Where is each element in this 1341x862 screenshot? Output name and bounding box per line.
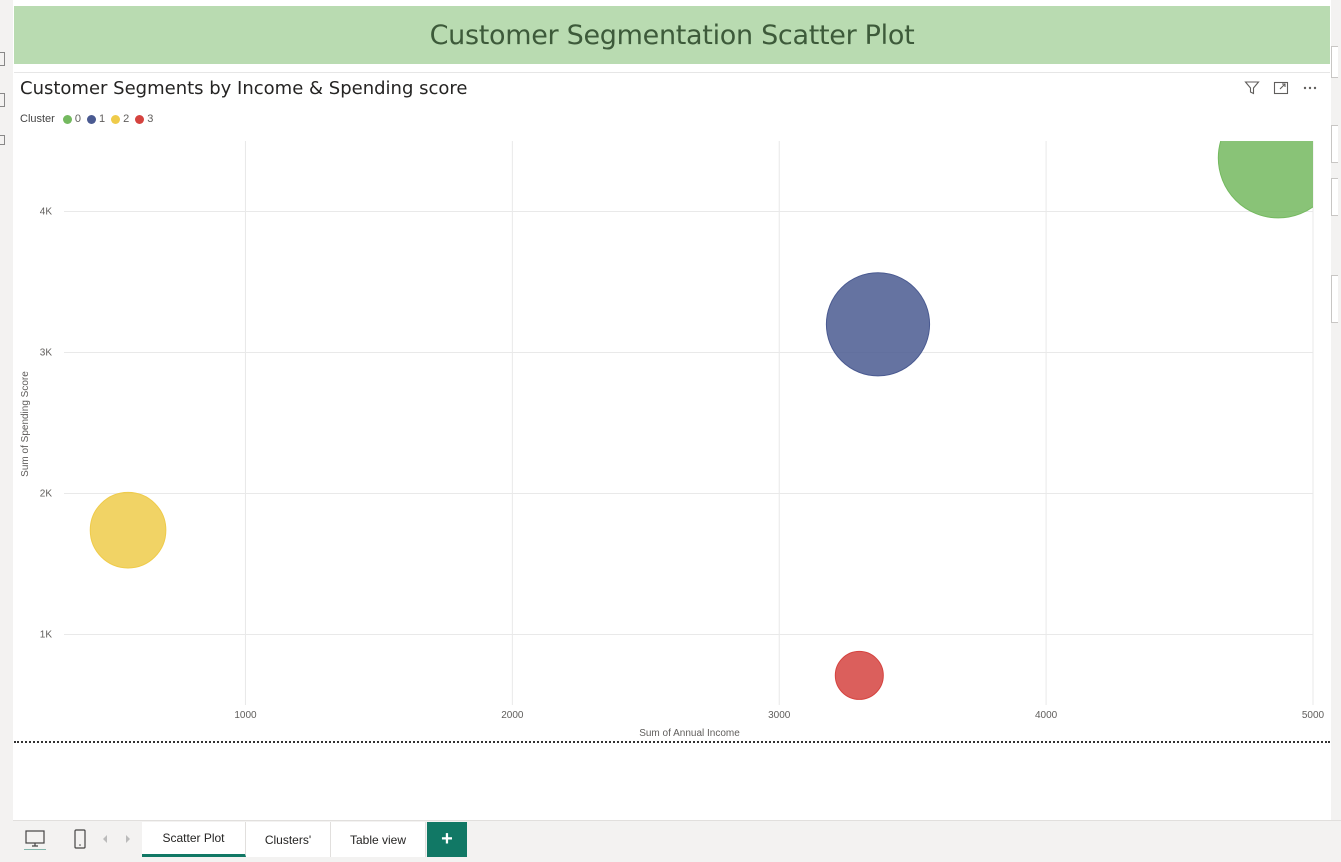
visual-header-icons — [1243, 79, 1318, 96]
y-tick-label: 4K — [40, 207, 53, 218]
bubble-cluster-1 — [825, 272, 931, 377]
add-page-button[interactable]: + — [427, 822, 467, 857]
banner-title: Customer Segmentation Scatter Plot — [429, 19, 915, 51]
legend-dot — [62, 114, 72, 124]
legend-label: 3 — [147, 113, 154, 125]
legend-item-1[interactable]: 1 — [86, 113, 106, 125]
scatter-chart: 1000 2000 3000 4000 5000 1K 2K 3K 4K Sum of Annua… — [20, 141, 1325, 739]
x-tick-label: 2000 — [501, 710, 524, 721]
legend-dot — [111, 114, 121, 124]
left-toolbar — [0, 0, 14, 861]
x-tick-label: 5000 — [1302, 710, 1325, 721]
legend-label: 1 — [98, 113, 106, 125]
table-view-icon[interactable] — [0, 93, 5, 107]
x-tick-label: 4000 — [1035, 710, 1058, 721]
filter-icon[interactable] — [1243, 79, 1260, 96]
mobile-layout-icon[interactable] — [68, 827, 92, 851]
legend: Cluster 0 1 2 3 — [20, 113, 159, 125]
legend-label: 2 — [123, 113, 130, 125]
more-options-icon[interactable] — [1301, 79, 1318, 96]
legend-dot — [135, 114, 145, 124]
x-tick-label: 3000 — [768, 710, 791, 721]
right-panel-edge — [1331, 0, 1341, 820]
page-tab-bar: Scatter Plot Clusters' Table view + — [13, 820, 1341, 862]
desktop-layout-icon[interactable] — [23, 827, 47, 851]
x-tick-label: 1000 — [234, 710, 257, 721]
visual-boundary-line — [14, 741, 1330, 743]
x-axis-label: Sum of Annual Income — [639, 728, 740, 739]
y-tick-label: 1K — [40, 630, 53, 641]
bubble-cluster-3 — [834, 650, 884, 700]
report-banner: Customer Segmentation Scatter Plot — [14, 6, 1330, 64]
y-axis-label: Sum of Spending Score — [20, 371, 31, 477]
visual-title: Customer Segments by Income & Spending s… — [20, 78, 468, 99]
model-view-icon[interactable] — [0, 135, 5, 145]
bubble-cluster-2 — [89, 491, 167, 569]
scroll-right-icon[interactable] — [121, 827, 135, 851]
bubble-cluster-0 — [1217, 141, 1313, 219]
tab-scatter-plot[interactable]: Scatter Plot — [142, 822, 246, 857]
y-tick-label: 3K — [40, 348, 53, 359]
legend-title: Cluster — [20, 113, 55, 125]
tab-table-view[interactable]: Table view — [331, 822, 426, 857]
legend-label: 0 — [74, 113, 81, 125]
panel-input[interactable] — [1331, 125, 1338, 163]
scatter-visual[interactable]: Customer Segments by Income & Spending s… — [14, 72, 1330, 741]
legend-item-3[interactable]: 3 — [135, 113, 153, 125]
y-tick-label: 2K — [40, 489, 53, 500]
panel-input[interactable] — [1331, 46, 1338, 78]
focus-mode-icon[interactable] — [1272, 79, 1289, 96]
legend-items: 0 1 2 3 — [62, 113, 160, 125]
panel-input[interactable] — [1331, 178, 1338, 216]
tab-clusters[interactable]: Clusters' — [246, 822, 331, 857]
scroll-left-icon[interactable] — [98, 827, 112, 851]
panel-input[interactable] — [1331, 275, 1338, 323]
legend-dot — [86, 114, 96, 124]
legend-item-2[interactable]: 2 — [111, 113, 129, 125]
report-view-icon[interactable] — [0, 52, 5, 66]
legend-item-0[interactable]: 0 — [62, 113, 81, 125]
